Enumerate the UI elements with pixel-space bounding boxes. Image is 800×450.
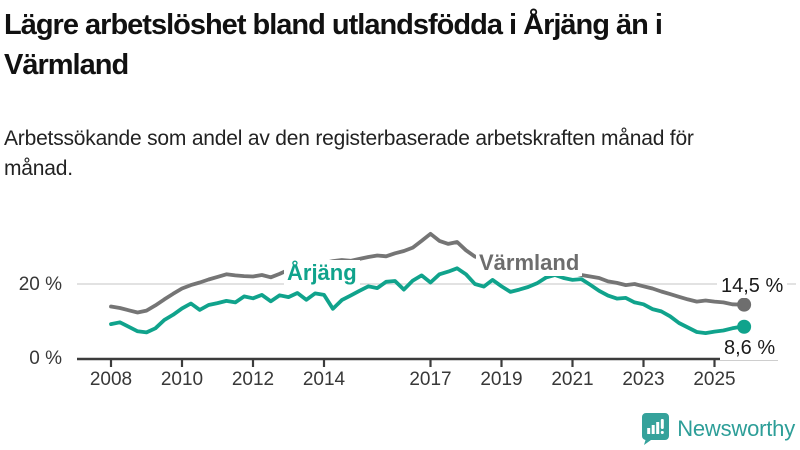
x-axis-tick-label: 2023 [622, 369, 665, 390]
newsworthy-logo[interactable]: Newsworthy [641, 412, 795, 445]
end-dot-arjang [737, 319, 752, 334]
newsworthy-wordmark: Newsworthy [677, 415, 795, 441]
x-axis-tick-label: 2019 [480, 369, 523, 390]
end-value-label-arjang: 8,6 % [720, 336, 780, 360]
chart-subtitle: Arbetssökande som andel av den registerb… [4, 127, 694, 180]
series-label-varmland: Värmland [476, 250, 583, 276]
x-axis-tick-label: 2012 [231, 369, 275, 390]
y-axis-tick-label-20: 20 % [18, 274, 62, 295]
x-axis-tick-label: 2021 [551, 369, 594, 390]
y-axis-tick-label-0: 0 % [29, 348, 62, 369]
x-axis-tick-label: 2025 [693, 369, 736, 390]
page-title: Lägre arbetslöshet bland utlandsfödda i … [4, 9, 663, 81]
series-label-arjang: Årjäng [284, 260, 360, 286]
x-axis-tick-label: 2014 [302, 369, 346, 390]
series-line-arjang [109, 266, 743, 336]
x-axis-tick-label: 2008 [89, 369, 133, 390]
x-axis-tick-label: 2010 [160, 369, 204, 390]
speech-bubble-bar-chart-icon [642, 413, 670, 445]
end-dot-varmland [737, 297, 752, 312]
end-value-label-varmland: 14,5 % [717, 274, 788, 298]
x-axis-tick-label: 2017 [409, 369, 452, 390]
series-line-varmland [109, 231, 743, 315]
